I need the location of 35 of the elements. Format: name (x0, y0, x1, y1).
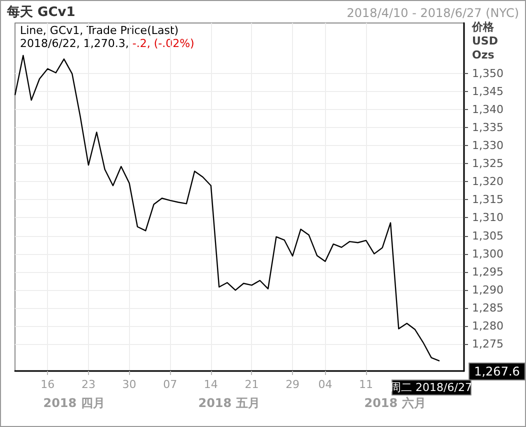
x-tick-label: 21 (244, 378, 259, 391)
y-tick-label: 1,295 (472, 265, 504, 278)
x-tick-label: 30 (122, 378, 136, 391)
y-tick-label: 1,350 (472, 66, 504, 80)
y-tick-label: 1,345 (472, 85, 504, 98)
text: 2018 四月 (43, 396, 105, 410)
x-tick-label: 14 (204, 378, 218, 391)
x-tick-label: 23 (81, 378, 96, 391)
text: 2018 六月 (364, 396, 426, 410)
x-tick-label: 11 (359, 378, 374, 391)
y-tick-label: 1,320 (472, 175, 504, 188)
line-series (14, 54, 440, 362)
annotation: Line, GCv1, Trade Price(Last) (20, 24, 179, 37)
y-tick-label: 1,330 (472, 139, 504, 152)
y-tick-label: 1,325 (472, 157, 504, 170)
text: 1,267.6 (474, 364, 520, 378)
y-tick-label: 1,280 (472, 319, 504, 332)
y-tick-label: 1,275 (472, 337, 504, 350)
chart-subtitle: 2018/4/10 - 2018/6/27 (NYC) (346, 6, 520, 20)
y-tick-label: 1,285 (472, 301, 504, 314)
y-tick-label: 1,305 (472, 229, 504, 242)
text: 2018 五月 (198, 396, 260, 410)
y-tick-label: 1,335 (472, 121, 504, 134)
y-tick-label: 1,290 (472, 283, 504, 296)
text: 周二 2018/6/27 (390, 381, 472, 394)
y-tick-label: 1,300 (472, 247, 504, 260)
y-axis-title: 价格 USD Ozs (471, 20, 498, 62)
y-tick-label: 1,315 (472, 193, 504, 206)
x-tick-label: 07 (163, 378, 178, 391)
y-tick-label: 1,340 (472, 103, 504, 116)
y-tick-label: 1,310 (472, 211, 504, 224)
chart-title: 每天 GCv1 (6, 5, 76, 20)
x-tick-label: 16 (40, 378, 55, 391)
x-tick-label: 04 (318, 378, 332, 391)
x-tick-label: 29 (286, 378, 300, 391)
